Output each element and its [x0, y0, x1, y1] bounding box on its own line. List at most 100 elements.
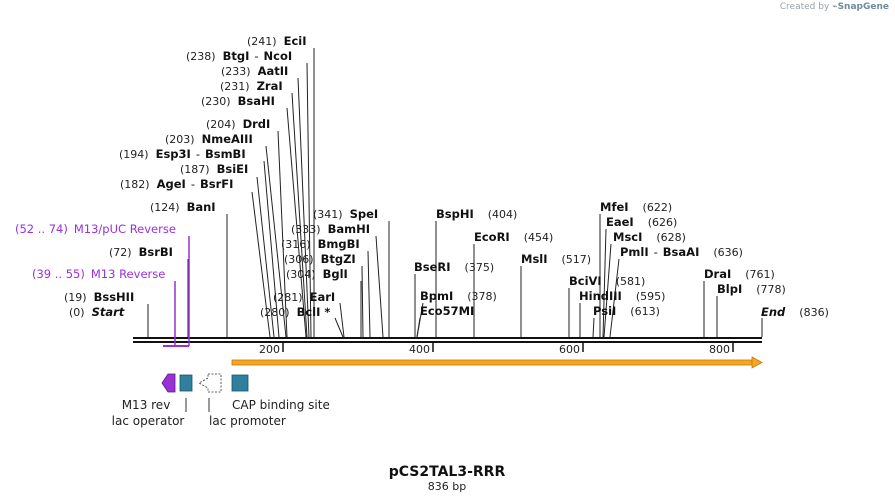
- site-label[interactable]: BlpI (778): [717, 282, 786, 296]
- site-position: (203): [165, 133, 195, 146]
- site-position: (280): [260, 306, 290, 319]
- feature-label-lac-operator: lac operator: [112, 414, 185, 428]
- site-position: (595): [636, 290, 666, 303]
- site-label[interactable]: HindIII (595): [579, 289, 665, 303]
- site-name: PmlI: [620, 245, 649, 259]
- site-name: ZraI: [257, 79, 283, 93]
- site-name: DrdI: [243, 117, 271, 131]
- site-name: Start: [92, 305, 125, 319]
- site-position: (72): [109, 246, 132, 259]
- primers: (52 .. 74) M13/pUC Reverse (39 .. 55) M13 …: [15, 222, 190, 347]
- site-label[interactable]: (333) BamHI: [291, 222, 370, 236]
- tick-label-800: 800: [709, 343, 730, 356]
- site-connectors: [147, 48, 763, 338]
- cap-binding-site-feature-icon[interactable]: [231, 374, 249, 392]
- site-label[interactable]: PmlI - BsaAI (636): [620, 245, 743, 259]
- site-name: SpeI: [350, 207, 379, 221]
- credit-brand: SnapGene: [837, 2, 889, 12]
- site-label[interactable]: EcoRI (454): [474, 230, 553, 244]
- lac-promoter-feature-icon[interactable]: [198, 373, 222, 393]
- site-label[interactable]: (230) BsaHI: [201, 94, 275, 108]
- site-name: MslI: [521, 252, 548, 266]
- primer-range: (52 .. 74): [15, 222, 68, 236]
- site-name: Esp3I: [156, 147, 191, 161]
- site-label[interactable]: MscI (628): [613, 230, 686, 244]
- m13-rev-feature-icon[interactable]: [161, 373, 176, 393]
- site-label[interactable]: (238) BtgI - NcoI: [186, 49, 292, 63]
- site-label[interactable]: (280) BclI *: [260, 305, 330, 319]
- site-name: PsiI: [593, 304, 616, 318]
- site-label[interactable]: MslI (517): [521, 252, 591, 266]
- plasmid-name: pCS2TAL3-RRR: [389, 464, 506, 480]
- site-name: HindIII: [579, 289, 622, 303]
- site-label[interactable]: (281) EarI: [273, 290, 335, 304]
- site-label[interactable]: (233) AatII: [221, 64, 288, 78]
- site-label[interactable]: (182) AgeI - BsrFI: [120, 177, 233, 191]
- site-name: BglI: [323, 267, 348, 281]
- site-position: (333): [291, 223, 321, 236]
- snapgene-credit: Created by ⌁SnapGene: [780, 2, 889, 12]
- site-position: (628): [656, 231, 686, 244]
- site-label[interactable]: (194) Esp3I - BsmBI: [119, 147, 246, 161]
- plasmid-size: 836 bp: [428, 480, 466, 493]
- site-label[interactable]: (306) BtgZI: [284, 252, 356, 266]
- site-position: (187): [180, 163, 210, 176]
- tick-label-400: 400: [409, 343, 430, 356]
- primer-label[interactable]: (52 .. 74) M13/pUC Reverse: [15, 222, 176, 236]
- site-label[interactable]: EaeI (626): [606, 215, 677, 229]
- site-position: (778): [756, 283, 786, 296]
- site-label[interactable]: (304) BglI: [286, 267, 348, 281]
- site-position: (233): [221, 65, 251, 78]
- site-name: EcoRI: [474, 230, 510, 244]
- site-label[interactable]: BspHI (404): [436, 207, 517, 221]
- site-name-2: BsrFI: [200, 177, 233, 191]
- site-label[interactable]: (316) BmgBI: [281, 237, 360, 251]
- site-label[interactable]: (124) BanI: [150, 200, 216, 214]
- site-position: (306): [284, 253, 314, 266]
- site-label[interactable]: (203) NmeAIII: [165, 132, 253, 146]
- site-label[interactable]: End (836): [761, 305, 829, 319]
- dna-backbone: [133, 337, 762, 343]
- site-name: BmgBI: [318, 237, 360, 251]
- site-name: BciVI: [569, 274, 602, 288]
- site-name: End: [761, 305, 786, 319]
- primer-label[interactable]: (39 .. 55) M13 Reverse: [32, 267, 165, 281]
- snapgene-logo-icon: ⌁: [832, 2, 838, 12]
- primer-name: M13/pUC Reverse: [74, 222, 176, 236]
- site-label[interactable]: DraI (761): [704, 267, 775, 281]
- site-name: BamHI: [328, 222, 370, 236]
- site-position: (517): [562, 253, 592, 266]
- site-label[interactable]: BpmI (378): [420, 289, 497, 303]
- lac-operator-feature-icon[interactable]: [179, 374, 193, 392]
- site-label[interactable]: MfeI (622): [600, 200, 672, 214]
- site-name: BspHI: [436, 207, 474, 221]
- site-label[interactable]: (187) BsiEI: [180, 162, 248, 176]
- site-label[interactable]: (341) SpeI: [313, 207, 378, 221]
- site-position: (194): [119, 148, 149, 161]
- site-position: (19): [64, 291, 87, 304]
- site-position: (581): [616, 275, 646, 288]
- site-label[interactable]: BciVI (581): [569, 274, 645, 288]
- site-label[interactable]: PsiI (613): [593, 304, 660, 318]
- site-name: BsaHI: [238, 94, 275, 108]
- site-position: (404): [488, 208, 518, 221]
- site-label[interactable]: BseRI (375): [414, 260, 494, 274]
- site-name: BclI *: [297, 305, 331, 319]
- site-position: (341): [313, 208, 343, 221]
- axis-ticks: 200 400 600 800: [259, 343, 734, 356]
- site-name: BssHII: [94, 290, 135, 304]
- site-label[interactable]: (0) Start: [69, 305, 125, 319]
- site-position: (454): [524, 231, 554, 244]
- site-position: (613): [630, 305, 660, 318]
- site-label[interactable]: Eco57MI: [420, 304, 474, 318]
- site-position: (304): [286, 268, 316, 281]
- features: M13 rev lac operator lac promoter CAP bi…: [112, 373, 330, 428]
- site-label[interactable]: (19) BssHII: [64, 290, 134, 304]
- site-label[interactable]: (241) EciI: [247, 34, 307, 48]
- site-label[interactable]: (72) BsrBI: [109, 245, 173, 259]
- site-label[interactable]: (231) ZraI: [220, 79, 283, 93]
- site-label[interactable]: (204) DrdI: [206, 117, 270, 131]
- site-name-2: NcoI: [264, 49, 293, 63]
- orf-arrow[interactable]: [231, 356, 763, 369]
